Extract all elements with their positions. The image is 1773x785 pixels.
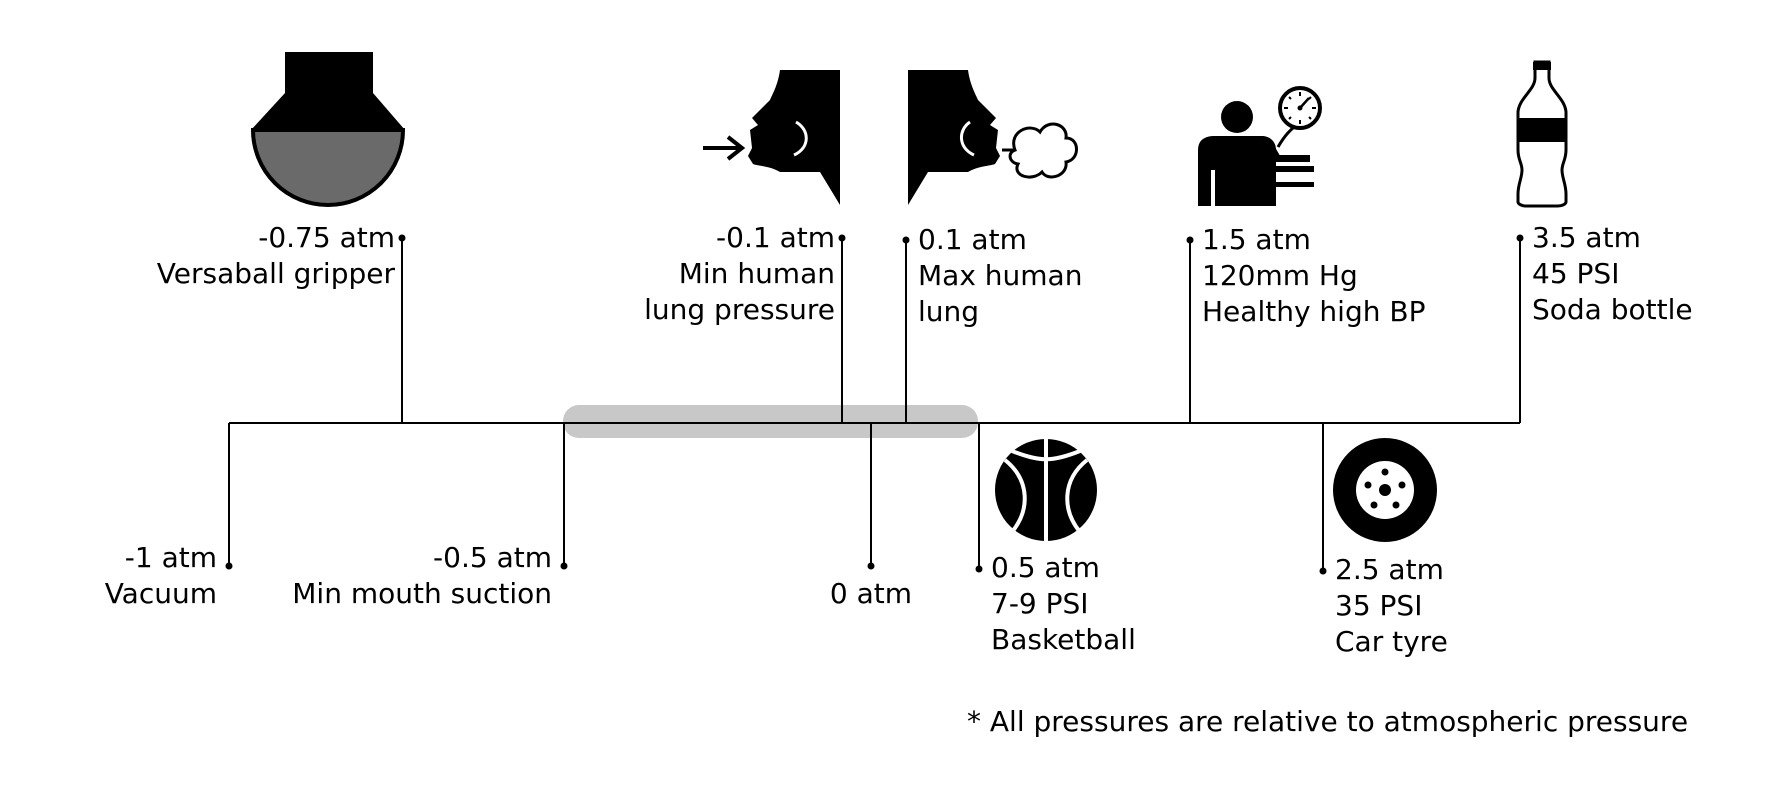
soda-bottle-icon [1516, 60, 1568, 208]
basketball-icon [995, 439, 1097, 541]
soda-name: Soda bottle [1532, 293, 1693, 326]
car-tyre-psi: 35 PSI [1335, 589, 1423, 622]
label-max-lung: 0.1 atm Max human lung [918, 222, 1082, 330]
vacuum-name: Vacuum [104, 577, 217, 610]
mouth-suction-value: -0.5 atm [433, 541, 552, 574]
blood-pressure-icon [1198, 86, 1322, 206]
max-lung-line2: lung [918, 295, 980, 328]
bp-value: 1.5 atm [1202, 223, 1311, 256]
car-tyre-value: 2.5 atm [1335, 553, 1444, 586]
label-zero: 0 atm [821, 576, 921, 612]
min-lung-line1: Min human [678, 257, 835, 290]
bp-mmhg: 120mm Hg [1202, 259, 1358, 292]
car-tyre-name: Car tyre [1335, 625, 1448, 658]
exhale-face-icon [908, 70, 1078, 205]
lung-range-highlight [563, 405, 978, 438]
footnote: * All pressures are relative to atmosphe… [967, 705, 1689, 738]
versaball-gripper-icon [250, 52, 406, 207]
basketball-value: 0.5 atm [991, 551, 1100, 584]
label-versaball: -0.75 atm Versaball gripper [157, 220, 395, 292]
soda-psi: 45 PSI [1532, 257, 1620, 290]
inhale-face-icon [703, 70, 840, 205]
soda-value: 3.5 atm [1532, 221, 1641, 254]
zero-value: 0 atm [829, 577, 913, 610]
label-min-lung: -0.1 atm Min human lung pressure [644, 220, 835, 328]
versaball-value: -0.75 atm [258, 221, 395, 254]
basketball-psi: 7-9 PSI [991, 587, 1089, 620]
timeline-dots [225, 234, 1524, 575]
label-blood-pressure: 1.5 atm 120mm Hg Healthy high BP [1202, 222, 1425, 330]
label-vacuum: -1 atm Vacuum [105, 540, 217, 612]
min-lung-line2: lung pressure [644, 293, 835, 326]
max-lung-value: 0.1 atm [918, 223, 1027, 256]
label-soda: 3.5 atm 45 PSI Soda bottle [1532, 220, 1693, 328]
label-mouth-suction: -0.5 atm Min mouth suction [292, 540, 552, 612]
mouth-suction-name: Min mouth suction [292, 577, 552, 610]
timeline-stems [228, 238, 1521, 571]
bp-name: Healthy high BP [1202, 295, 1426, 328]
min-lung-value: -0.1 atm [716, 221, 835, 254]
max-lung-line1: Max human [918, 259, 1083, 292]
versaball-name: Versaball gripper [156, 257, 395, 290]
car-tyre-icon [1333, 438, 1437, 542]
vacuum-value: -1 atm [124, 541, 217, 574]
basketball-name: Basketball [991, 623, 1136, 656]
label-basketball: 0.5 atm 7-9 PSI Basketball [991, 550, 1136, 658]
label-car-tyre: 2.5 atm 35 PSI Car tyre [1335, 552, 1448, 660]
